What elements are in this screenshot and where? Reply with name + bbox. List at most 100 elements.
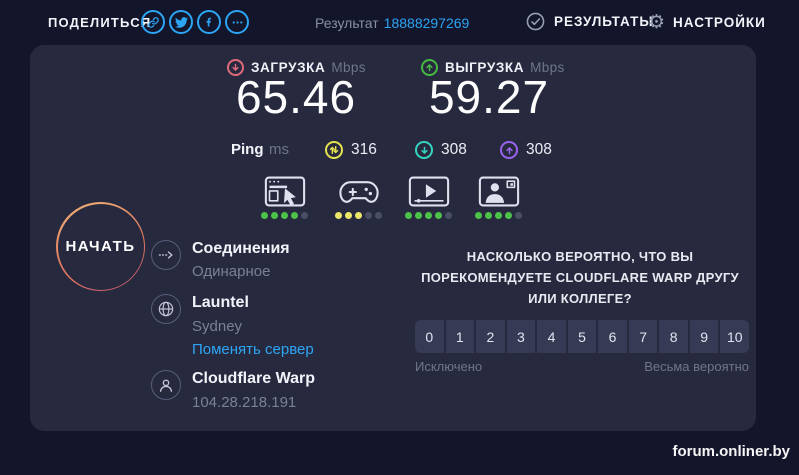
watermark: forum.onliner.by	[672, 443, 790, 460]
twitter-icon	[174, 16, 188, 28]
nps-score-9[interactable]: 9	[689, 320, 719, 353]
link-icon	[147, 16, 159, 28]
nps-score-5[interactable]: 5	[567, 320, 597, 353]
activity-dots	[261, 212, 309, 219]
quality-dot-green	[291, 212, 298, 219]
download-label: ЗАГРУЗКА	[251, 59, 326, 75]
ping-download-metric: 308	[415, 141, 467, 159]
nps-labels: Исключено Весьма вероятно	[415, 359, 749, 374]
activity-dots	[405, 212, 453, 219]
results-nav-button[interactable]: РЕЗУЛЬТАТЫ	[525, 11, 654, 32]
activity-gaming[interactable]	[335, 176, 383, 219]
nps-score-6[interactable]: 6	[598, 320, 627, 353]
provider-ip: 104.28.218.191	[192, 394, 297, 411]
quality-dot-gray	[515, 212, 522, 219]
share-label: ПОДЕЛИТЬСЯ	[48, 15, 152, 30]
server-name: Launtel	[192, 294, 249, 311]
nps-score-10[interactable]: 10	[720, 320, 749, 353]
start-button-label: НАЧАТЬ	[65, 238, 136, 255]
server-location: Sydney	[192, 318, 243, 335]
nps-score-3[interactable]: 3	[506, 320, 536, 353]
quality-dot-green	[281, 212, 288, 219]
ping-download-value: 308	[441, 141, 467, 158]
video-player-icon	[408, 176, 450, 207]
result-label: Результат	[315, 15, 379, 31]
nps-score-7[interactable]: 7	[628, 320, 658, 353]
result-id-group: Результат 18888297269	[315, 15, 469, 31]
download-unit: Mbps	[331, 59, 366, 75]
quality-dot-gray	[375, 212, 382, 219]
quality-dot-green	[495, 212, 502, 219]
share-icons	[141, 10, 249, 34]
quality-dot-green	[435, 212, 442, 219]
change-server-link[interactable]: Поменять сервер	[192, 341, 314, 358]
upload-unit: Mbps	[530, 59, 565, 75]
quality-dot-gray	[445, 212, 452, 219]
activity-browsing[interactable]	[261, 176, 309, 219]
upload-arrow-icon	[421, 58, 438, 76]
download-header: ЗАГРУЗКА Mbps	[227, 58, 366, 76]
nps-max-label: Весьма вероятно	[644, 359, 749, 374]
quality-dot-green	[485, 212, 492, 219]
quality-dot-yellow	[355, 212, 362, 219]
nps-score-1[interactable]: 1	[445, 320, 475, 353]
start-button[interactable]: НАЧАТЬ	[56, 202, 145, 291]
top-bar: ПОДЕЛИТЬСЯ	[0, 0, 799, 45]
share-more-button[interactable]	[225, 10, 249, 34]
nps-score-8[interactable]: 8	[659, 320, 688, 353]
share-link-button[interactable]	[141, 10, 165, 34]
ping-idle-metric: 316	[325, 141, 377, 159]
activity-streaming[interactable]	[405, 176, 453, 219]
latency-icon	[325, 141, 343, 159]
ping-upload-metric: 308	[500, 141, 552, 159]
quality-dot-yellow	[345, 212, 352, 219]
video-chat-icon	[478, 176, 520, 207]
nps-question: НАСКОЛЬКО ВЕРОЯТНО, ЧТО ВЫ ПОРЕКОМЕНДУЕТ…	[421, 249, 739, 306]
settings-nav-button[interactable]: ⚙ НАСТРОЙКИ	[648, 11, 766, 33]
connections-title: Соединения	[192, 240, 290, 257]
facebook-icon	[206, 17, 211, 27]
share-twitter-button[interactable]	[169, 10, 193, 34]
quality-dot-green	[261, 212, 268, 219]
ping-unit: ms	[269, 141, 289, 158]
result-panel	[30, 45, 756, 431]
activity-dots	[475, 212, 523, 219]
quality-dot-gray	[301, 212, 308, 219]
quality-dot-yellow	[335, 212, 342, 219]
quality-dot-green	[405, 212, 412, 219]
nps-score-0[interactable]: 0	[415, 320, 444, 353]
upload-label: ВЫГРУЗКА	[445, 59, 525, 75]
activity-dots	[335, 212, 383, 219]
ellipsis-icon	[232, 20, 242, 24]
download-arrow-icon	[227, 58, 244, 76]
results-nav-label: РЕЗУЛЬТАТЫ	[554, 14, 654, 29]
download-value: 65.46	[235, 71, 357, 123]
settings-nav-label: НАСТРОЙКИ	[673, 14, 766, 30]
share-facebook-button[interactable]	[197, 10, 221, 34]
activity-video-chat[interactable]	[475, 176, 523, 219]
quality-dot-green	[475, 212, 482, 219]
nps-score-4[interactable]: 4	[537, 320, 566, 353]
upload-value: 59.27	[428, 71, 550, 123]
upload-header: ВЫГРУЗКА Mbps	[421, 58, 565, 76]
quality-dot-gray	[365, 212, 372, 219]
gamepad-icon	[339, 181, 379, 203]
connections-icon	[151, 240, 181, 270]
server-globe-icon	[151, 294, 181, 324]
nps-score-2[interactable]: 2	[476, 320, 505, 353]
connections-value: Одинарное	[192, 263, 271, 280]
nps-scale: 0 1 2 3 4 5 6 7 8 9 10	[415, 320, 749, 353]
quality-dot-green	[505, 212, 512, 219]
ping-download-icon	[415, 141, 433, 159]
nps-min-label: Исключено	[415, 359, 483, 374]
gear-icon: ⚙	[648, 11, 666, 33]
provider-name: Cloudflare Warp	[192, 370, 315, 387]
ping-upload-value: 308	[526, 141, 552, 158]
browser-icon	[264, 176, 306, 207]
quality-dot-green	[425, 212, 432, 219]
provider-user-icon	[151, 370, 181, 400]
ping-label: Ping	[231, 141, 264, 158]
result-id-link[interactable]: 18888297269	[383, 15, 470, 31]
check-circle-icon	[526, 12, 545, 31]
